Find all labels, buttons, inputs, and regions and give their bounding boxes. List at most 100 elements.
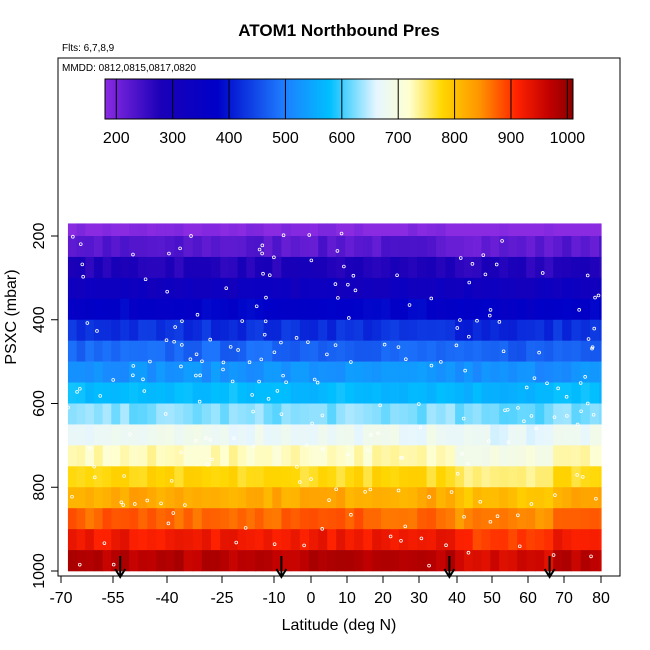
sample-point (500, 239, 504, 243)
heatmap-cell (508, 382, 518, 404)
heatmap-cell (174, 466, 185, 488)
y-tick-label: 400 (31, 306, 48, 333)
heatmap-cell (102, 319, 112, 341)
heatmap-cell (147, 236, 157, 258)
heatmap-cell (436, 550, 447, 572)
heatmap-cell (426, 223, 437, 237)
heatmap-cell (120, 424, 130, 446)
sample-point (400, 455, 404, 460)
sample-point (210, 457, 214, 462)
heatmap-cell (553, 403, 563, 425)
heatmap-cell (120, 223, 130, 237)
heatmap-cell (174, 445, 185, 467)
heatmap-cell (76, 529, 86, 551)
heatmap-cell (472, 466, 483, 488)
heatmap-cell (517, 277, 527, 300)
heatmap-cell (281, 424, 292, 446)
heatmap-cell (399, 256, 409, 279)
heatmap-cell (481, 256, 491, 279)
heatmap-cell (517, 445, 527, 467)
heatmap-cell (220, 382, 230, 404)
heatmap-cell (246, 223, 256, 237)
heatmap-cell (426, 403, 437, 425)
heatmap-cell (129, 340, 139, 362)
sample-point (180, 319, 184, 323)
heatmap-cell (445, 382, 456, 404)
sample-point (297, 480, 302, 484)
heatmap-cell (499, 508, 509, 530)
heatmap-cell (183, 466, 194, 488)
heatmap-cell (408, 445, 418, 467)
heatmap-cell (281, 256, 292, 279)
heatmap-cell (517, 487, 527, 509)
heatmap-cell (228, 424, 239, 446)
sample-point (488, 519, 493, 524)
heatmap-cell (85, 223, 95, 237)
heatmap-cell (211, 529, 221, 551)
heatmap-cell (228, 319, 239, 341)
heatmap-cell (580, 340, 591, 362)
heatmap-cell (381, 223, 391, 237)
heatmap-cell (318, 298, 328, 321)
heatmap-cell (192, 445, 203, 467)
heatmap-cell (544, 382, 554, 404)
heatmap-cell (490, 236, 500, 258)
heatmap-cell (102, 466, 112, 488)
sample-point (564, 395, 569, 399)
heatmap-cell (272, 550, 282, 572)
heatmap-cell (426, 445, 437, 467)
sample-point (336, 296, 340, 300)
sample-point (461, 416, 466, 421)
heatmap-cell (111, 340, 121, 362)
heatmap-cell (111, 445, 121, 467)
heatmap-cell (254, 382, 265, 404)
sample-point (537, 350, 541, 355)
heatmap-cell (372, 256, 382, 279)
heatmap-cell (281, 319, 292, 341)
sample-point (131, 364, 136, 368)
heatmap-cell (526, 529, 536, 551)
heatmap-cell (354, 424, 364, 446)
heatmap-cell (553, 466, 563, 488)
heatmap-cell (589, 319, 600, 341)
heatmap-cell (165, 487, 175, 509)
heatmap-cell (544, 529, 554, 551)
sample-point (173, 325, 177, 329)
heatmap-cell (85, 550, 95, 572)
heatmap-cell (526, 256, 536, 279)
heatmap-cell (345, 403, 355, 425)
sample-point (250, 393, 254, 397)
heatmap-cell (281, 340, 292, 362)
heatmap-cell (192, 340, 203, 362)
heatmap-cell (85, 319, 95, 341)
heatmap-cell (580, 361, 591, 383)
sample-point (488, 308, 493, 312)
heatmap-cell (562, 487, 572, 509)
heatmap-cell (299, 508, 310, 530)
heatmap-cell (147, 403, 157, 425)
heatmap-cell (192, 236, 203, 258)
heatmap-cell (526, 403, 536, 425)
heatmap-cell (192, 550, 203, 572)
heatmap-cell (553, 487, 563, 509)
sample-point (466, 461, 471, 466)
heatmap-cell (336, 550, 346, 572)
heatmap-cell (472, 277, 483, 300)
heatmap-cell (129, 466, 139, 488)
heatmap-cell (211, 277, 221, 300)
sample-point (369, 433, 373, 437)
heatmap-cell (445, 445, 456, 467)
heatmap-cell (147, 529, 157, 551)
heatmap-cell (309, 319, 319, 341)
heatmap-cell (246, 529, 256, 551)
heatmap-cell (254, 298, 265, 321)
heatmap-cell (372, 550, 382, 572)
heatmap-cell (499, 487, 509, 509)
heatmap-cell (156, 403, 166, 425)
heatmap-cell (526, 466, 536, 488)
heatmap-cell (599, 424, 602, 446)
heatmap-cell (254, 424, 265, 446)
heatmap-cell (544, 403, 554, 425)
heatmap-cell (336, 382, 346, 404)
heatmap-cell (535, 403, 545, 425)
